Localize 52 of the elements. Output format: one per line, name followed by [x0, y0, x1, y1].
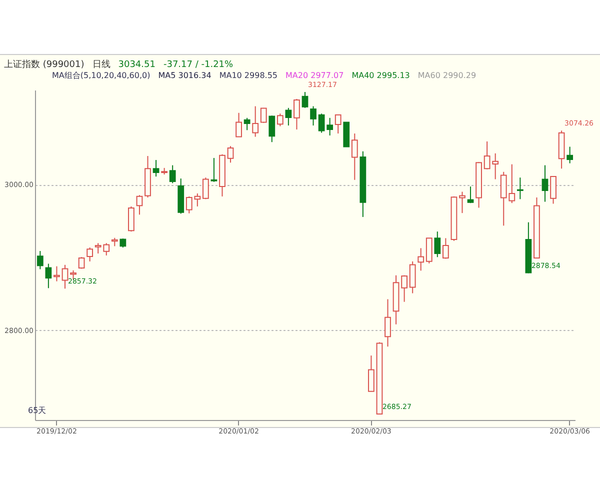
- text: MA60 2990.29: [418, 71, 476, 80]
- candlestick: [418, 248, 424, 272]
- candlestick: [318, 113, 325, 134]
- candlestick: [550, 176, 556, 204]
- candlestick: [442, 238, 449, 260]
- candlestick: [136, 194, 143, 216]
- candlestick: [86, 246, 94, 262]
- text: 日线: [92, 60, 110, 70]
- text: MA20 2977.07: [286, 71, 344, 80]
- candlestick: [260, 107, 267, 124]
- candlestick: [128, 206, 134, 232]
- candlestick: [326, 117, 334, 136]
- candlestick: [227, 146, 234, 164]
- candlestick: [351, 132, 358, 180]
- text: -37.17 / -1.21%: [163, 60, 234, 70]
- candlestick: [516, 177, 524, 200]
- candlestick: [334, 114, 342, 134]
- candlestick: [210, 157, 218, 182]
- candlestick: [310, 106, 316, 126]
- candlestick: [62, 264, 68, 290]
- candlestick: [244, 117, 250, 131]
- candlestick: [467, 186, 474, 204]
- candlestick: [434, 231, 441, 258]
- candlestick: [566, 146, 574, 164]
- candlestick: [54, 266, 60, 282]
- candlestick: [70, 270, 76, 280]
- candlestick: [169, 164, 176, 184]
- annotation: 65天: [28, 406, 46, 415]
- candlestick: [384, 298, 391, 348]
- candlestick: [368, 355, 374, 392]
- candlestick: [268, 115, 276, 143]
- text: MA5 3016.34: [158, 71, 212, 80]
- candlestick: [252, 106, 259, 138]
- candlestick: [236, 112, 242, 138]
- candlestick: [202, 177, 209, 200]
- text: MA40 2995.13: [352, 71, 410, 80]
- candlestick: [426, 238, 432, 264]
- candlestick: [542, 164, 548, 202]
- candlestick: [459, 191, 466, 214]
- candlestick: [45, 263, 52, 289]
- candlestick: [294, 98, 300, 130]
- text: 3034.51: [118, 60, 156, 70]
- candlestick: [285, 107, 292, 126]
- candlestick: [401, 274, 408, 302]
- candlestick: [302, 92, 308, 108]
- candlestick: [409, 260, 416, 294]
- candlestick: [276, 113, 284, 127]
- text: MA组合(5,10,20,40,60,0): [52, 71, 150, 80]
- chart-title: 上证指数 (999001): [4, 60, 84, 70]
- candlestick: [152, 160, 160, 178]
- candlestick: [36, 250, 44, 270]
- text: MA10 2998.55: [219, 71, 278, 80]
